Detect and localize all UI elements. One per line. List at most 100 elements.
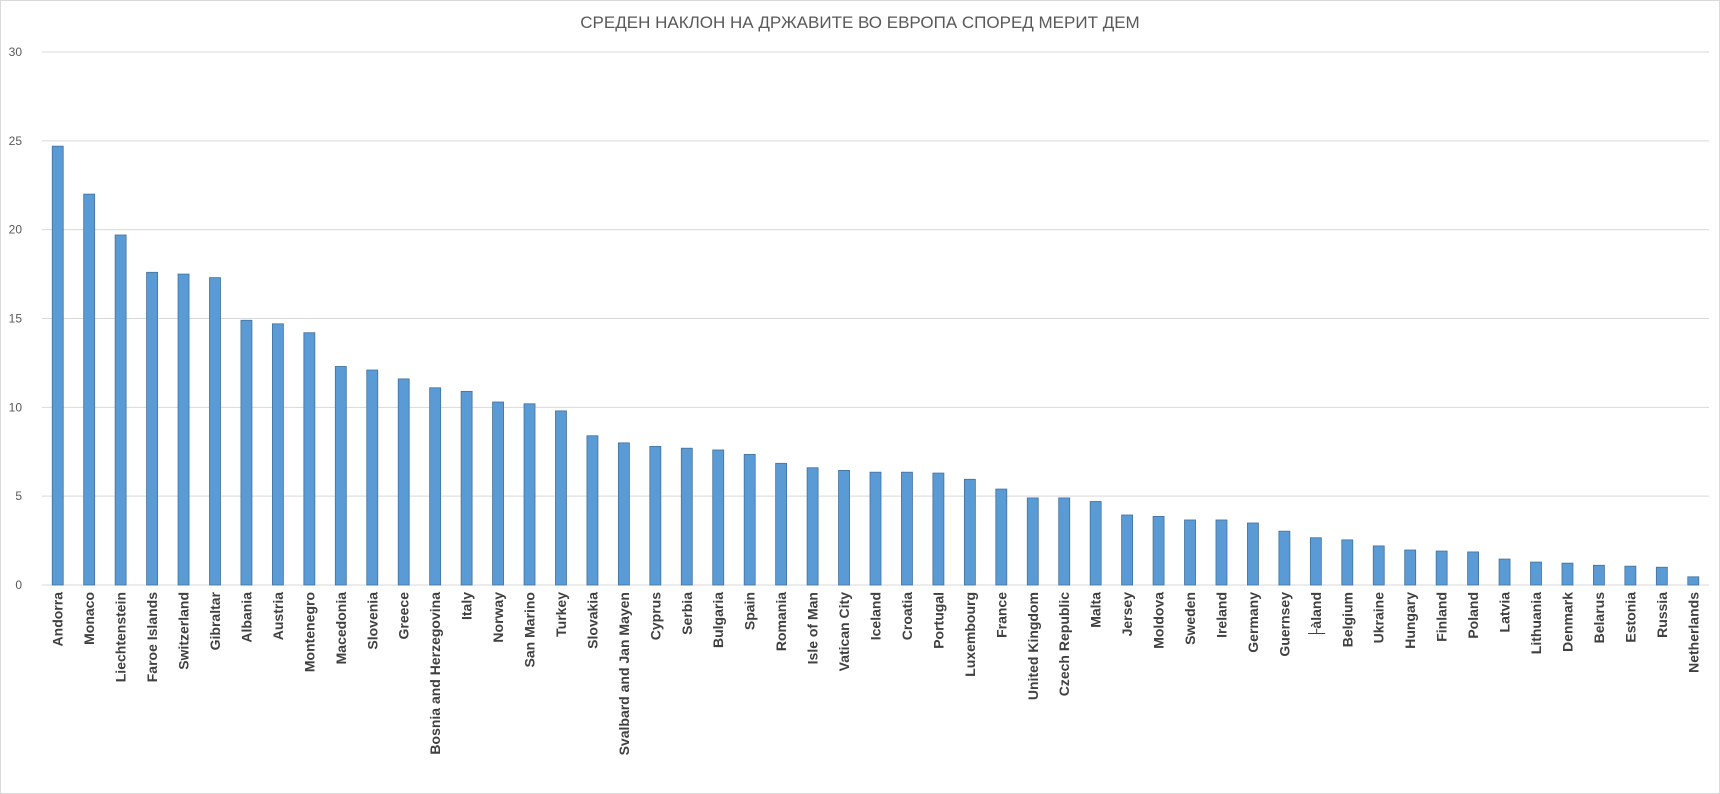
- x-tick-label: Slovakia: [584, 592, 600, 649]
- x-tick-label: Ukraine: [1371, 592, 1387, 644]
- bar: [555, 410, 567, 586]
- x-tick-label: Turkey: [553, 592, 569, 637]
- x-tick-label: Cyprus: [647, 592, 663, 640]
- bar: [869, 471, 882, 586]
- x-tick-label: Vatican City: [836, 592, 852, 672]
- y-tick-label: 25: [9, 134, 23, 148]
- bar: [1341, 539, 1354, 586]
- bar: [901, 471, 913, 586]
- x-tick-label: Czech Republic: [1056, 592, 1072, 696]
- x-tick-label: Switzerland: [176, 592, 192, 670]
- bar: [806, 467, 819, 586]
- bar: [712, 449, 725, 586]
- bar: [429, 387, 442, 586]
- x-tick-label: Russia: [1654, 592, 1670, 638]
- bar: [114, 234, 127, 586]
- bar: [1089, 501, 1102, 586]
- x-tick-label: Liechtenstein: [113, 592, 129, 682]
- x-tick-label: Netherlands: [1685, 592, 1701, 673]
- bar: [240, 319, 253, 586]
- bar: [775, 462, 788, 586]
- bar: [1624, 565, 1637, 586]
- y-tick-label: 30: [9, 45, 23, 59]
- bar: [1561, 562, 1574, 586]
- bar: [303, 332, 316, 586]
- bar: [680, 447, 693, 586]
- bar: [838, 470, 850, 586]
- x-tick-label: Austria: [270, 592, 286, 640]
- bar: [1184, 519, 1196, 586]
- bar: [1372, 545, 1385, 586]
- x-tick-label: Hungary: [1402, 592, 1418, 649]
- x-tick-label: Macedonia: [333, 592, 349, 665]
- x-tick-label: Greece: [396, 592, 412, 640]
- bar: [1467, 551, 1480, 586]
- y-tick-label: 5: [15, 489, 22, 503]
- x-tick-label: Portugal: [930, 592, 946, 649]
- x-tick-label: Spain: [742, 592, 758, 630]
- x-tick-label: France: [993, 592, 1009, 638]
- bar: [932, 472, 945, 586]
- x-tick-label: Luxembourg: [962, 592, 978, 677]
- bar: [1247, 522, 1259, 586]
- x-tick-label: Malta: [1088, 592, 1104, 628]
- x-tick-label: Latvia: [1497, 592, 1513, 633]
- x-tick-label: Monaco: [81, 592, 97, 645]
- x-tick-label: Belarus: [1591, 592, 1607, 644]
- x-tick-label: ├àland: [1308, 592, 1326, 638]
- y-tick-label: 10: [9, 400, 23, 414]
- bar: [963, 478, 976, 586]
- x-tick-label: Montenegro: [301, 592, 317, 672]
- bar: [1026, 497, 1039, 586]
- x-tick-label: Italy: [459, 592, 475, 620]
- bar: [1309, 537, 1322, 586]
- bar: [460, 390, 473, 586]
- bar: [1278, 530, 1291, 586]
- x-tick-label: Isle of Man: [805, 592, 821, 664]
- bar: [1058, 497, 1071, 586]
- y-tick-label: 0: [15, 578, 22, 592]
- chart-title: СРЕДЕН НАКЛОН НА ДРЖАВИТЕ ВО ЕВРОПА СПОР…: [580, 13, 1139, 32]
- x-tick-label: Norway: [490, 592, 506, 643]
- bar: [1655, 566, 1668, 586]
- x-tick-label: Svalbard and Jan Mayen: [616, 592, 632, 755]
- bar: [1121, 514, 1134, 586]
- x-tick-label: Jersey: [1119, 592, 1135, 637]
- y-tick-label: 20: [9, 223, 23, 237]
- x-tick-label: Denmark: [1559, 592, 1575, 652]
- x-tick-label: Bulgaria: [710, 592, 726, 648]
- x-tick-label: Slovenia: [364, 592, 380, 650]
- bar: [271, 323, 284, 586]
- y-tick-label: 15: [9, 312, 23, 326]
- bar: [1404, 549, 1417, 586]
- bar: [586, 435, 599, 586]
- x-tick-label: Estonia: [1622, 592, 1638, 643]
- bar: [83, 193, 96, 586]
- x-tick-label: Serbia: [679, 592, 695, 635]
- bar: [1435, 550, 1448, 586]
- x-tick-label: Faroe Islands: [144, 592, 160, 682]
- bar: [209, 277, 221, 586]
- bar: [1152, 516, 1165, 586]
- x-tick-label: Ireland: [1213, 592, 1229, 638]
- x-tick-label: Guernsey: [1276, 592, 1292, 657]
- x-tick-label: San Marino: [522, 592, 538, 667]
- bar: [51, 145, 64, 586]
- x-tick-label: Albania: [238, 592, 254, 643]
- x-tick-label: Lithuania: [1528, 592, 1544, 654]
- x-tick-label: Sweden: [1182, 592, 1198, 645]
- bar: [523, 403, 536, 586]
- bar: [1215, 519, 1228, 586]
- x-tick-label: Poland: [1465, 592, 1481, 639]
- bar: [492, 401, 504, 586]
- bar: [1498, 558, 1511, 586]
- bar: [397, 378, 410, 586]
- x-tick-label: Andorra: [50, 592, 66, 647]
- bar: [146, 271, 158, 586]
- bar: [649, 446, 662, 586]
- bar: [617, 442, 630, 586]
- x-tick-label: Finland: [1434, 592, 1450, 642]
- x-tick-label: Bosnia and Herzegovina: [427, 592, 443, 755]
- x-tick-label: United Kingdom: [1025, 592, 1041, 700]
